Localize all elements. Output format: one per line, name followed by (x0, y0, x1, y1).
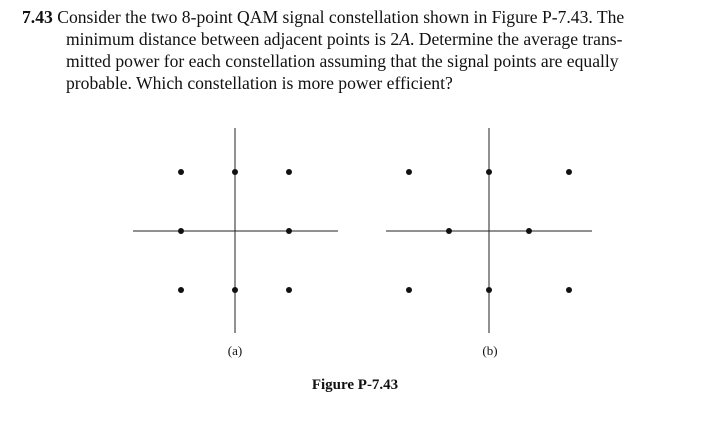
constellation-point (178, 228, 184, 234)
problem-line-4: probable. Which constellation is more po… (66, 73, 453, 93)
constellation-point (178, 169, 184, 175)
problem-text-line-2b: . Determine the average trans- (409, 29, 623, 49)
constellation-point (406, 287, 412, 293)
constellation-point (178, 287, 184, 293)
constellation-point (232, 169, 238, 175)
constellation-panel-b (386, 128, 592, 333)
constellation-point (446, 228, 452, 234)
constellation-point (486, 287, 492, 293)
problem-line-2: minimum distance between adjacent points… (22, 28, 710, 50)
figure-caption: Figure P-7.43 (311, 377, 399, 393)
panel-a-label: (a) (227, 343, 243, 358)
constellation-point (566, 169, 572, 175)
constellation-point (286, 228, 292, 234)
problem-text-line-2a: minimum distance between adjacent points… (66, 29, 400, 49)
constellation-point (406, 169, 412, 175)
problem-line-3: mitted power for each constellation assu… (66, 51, 619, 71)
panel-b-label: (b) (482, 343, 498, 358)
problem-line-1: 7.43 Consider the two 8-point QAM signal… (22, 6, 710, 28)
constellation-point (526, 228, 532, 234)
constellation-point (286, 169, 292, 175)
constellation-point (286, 287, 292, 293)
constellation-point (232, 287, 238, 293)
problem-text-line-1: Consider the two 8-point QAM signal cons… (57, 7, 625, 27)
problem-number: 7.43 (22, 7, 53, 27)
problem-statement: 7.43 Consider the two 8-point QAM signal… (22, 6, 710, 94)
variable-A: A (399, 29, 410, 49)
constellation-panel-a (133, 128, 338, 333)
constellation-point (566, 287, 572, 293)
constellation-point (486, 169, 492, 175)
